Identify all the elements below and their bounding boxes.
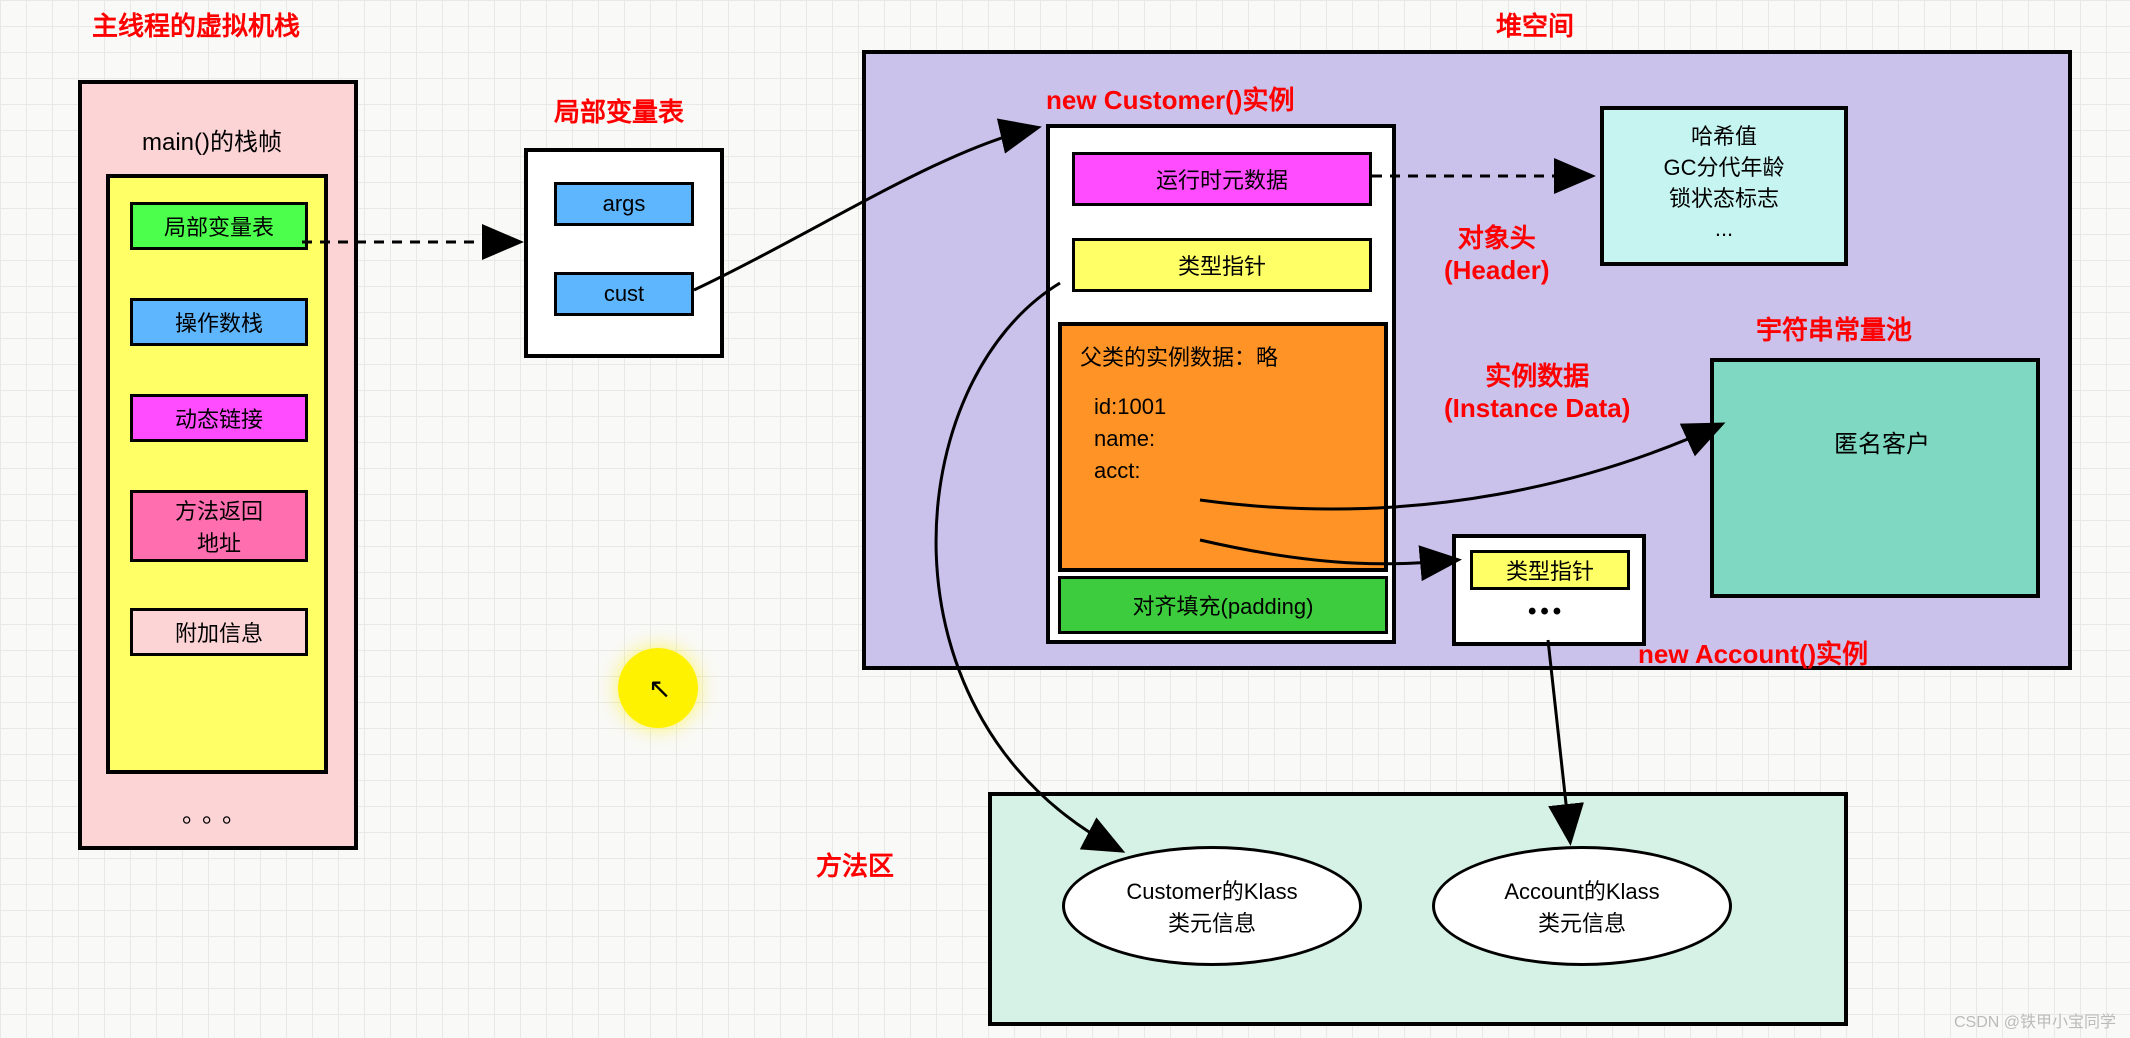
frame-item-0-label: 局部变量表	[164, 210, 274, 242]
markword-lock: 锁状态标志	[1604, 184, 1844, 215]
account-box: 类型指针 •••	[1452, 534, 1646, 646]
stringpool-value: 匿名客户	[1834, 424, 1930, 459]
markword-gc: GC分代年龄	[1604, 153, 1844, 184]
klass-account: Account的Klass 类元信息	[1432, 846, 1732, 966]
account-type-ptr: 类型指针	[1470, 550, 1630, 590]
markword-hash: 哈希值	[1604, 122, 1844, 153]
localvar-cust-label: cust	[604, 281, 644, 307]
localvar-args-label: args	[603, 191, 646, 217]
frame-item-1: 操作数栈	[130, 298, 308, 346]
method-box: Customer的Klass 类元信息 Account的Klass 类元信息	[988, 792, 1848, 1026]
account-more: •••	[1528, 598, 1565, 626]
localvar-title: 局部变量表	[554, 92, 684, 129]
markword-box: 哈希值 GC分代年龄 锁状态标志 ...	[1600, 106, 1848, 266]
instance-data-box: 父类的实例数据：略 id:1001 name: acct:	[1058, 322, 1388, 572]
instance-label: 实例数据 (Instance Data)	[1444, 356, 1630, 424]
watermark: CSDN @铁甲小宝同学	[1954, 1008, 2116, 1032]
localvar-box: args cust	[524, 148, 724, 358]
account-title: new Account()实例	[1638, 634, 1868, 671]
customer-title: new Customer()实例	[1046, 80, 1294, 117]
frame-item-0: 局部变量表	[130, 202, 308, 250]
frame-title: main()的栈帧	[142, 122, 282, 157]
padding-label: 对齐填充(padding)	[1133, 589, 1314, 621]
frame-item-4: 附加信息	[130, 608, 308, 656]
frame-item-2-label: 动态链接	[175, 402, 263, 434]
stack-outer: main()的栈帧 局部变量表 操作数栈 动态链接 方法返回 地址 附加信息 。…	[78, 80, 358, 850]
type-pointer: 类型指针	[1072, 238, 1372, 292]
frame-item-1-label: 操作数栈	[175, 306, 263, 338]
klass-customer-label: Customer的Klass 类元信息	[1126, 874, 1297, 938]
runtime-metadata-label: 运行时元数据	[1156, 163, 1288, 195]
stringpool-box: 匿名客户	[1710, 358, 2040, 598]
klass-customer: Customer的Klass 类元信息	[1062, 846, 1362, 966]
runtime-metadata: 运行时元数据	[1072, 152, 1372, 206]
markword-more: ...	[1604, 214, 1844, 245]
frame-item-3: 方法返回 地址	[130, 490, 308, 562]
frame-box: 局部变量表 操作数栈 动态链接 方法返回 地址 附加信息	[106, 174, 328, 774]
cursor-icon: ↖	[648, 672, 671, 705]
stack-title: 主线程的虚拟机栈	[92, 6, 300, 43]
frame-item-3-label: 方法返回 地址	[175, 494, 263, 558]
stringpool-title: 宇符串常量池	[1756, 310, 1912, 347]
heap-box: new Customer()实例 运行时元数据 类型指针 父类的实例数据：略 i…	[862, 50, 2072, 670]
type-pointer-label: 类型指针	[1178, 249, 1266, 281]
klass-account-label: Account的Klass 类元信息	[1504, 874, 1659, 938]
field-name: name:	[1094, 426, 1366, 452]
header-label: 对象头 (Header)	[1444, 218, 1549, 286]
frame-item-2: 动态链接	[130, 394, 308, 442]
localvar-cust: cust	[554, 272, 694, 316]
account-type-ptr-label: 类型指针	[1506, 554, 1594, 586]
field-id: id:1001	[1094, 394, 1366, 420]
frame-dots: 。。。	[182, 794, 254, 829]
frame-item-4-label: 附加信息	[175, 616, 263, 648]
customer-box: 运行时元数据 类型指针 父类的实例数据：略 id:1001 name: acct…	[1046, 124, 1396, 644]
heap-title: 堆空间	[1496, 6, 1574, 43]
localvar-args: args	[554, 182, 694, 226]
padding-box: 对齐填充(padding)	[1058, 576, 1388, 634]
method-title: 方法区	[816, 846, 894, 883]
field-acct: acct:	[1094, 458, 1366, 484]
parent-data: 父类的实例数据：略	[1080, 340, 1366, 372]
